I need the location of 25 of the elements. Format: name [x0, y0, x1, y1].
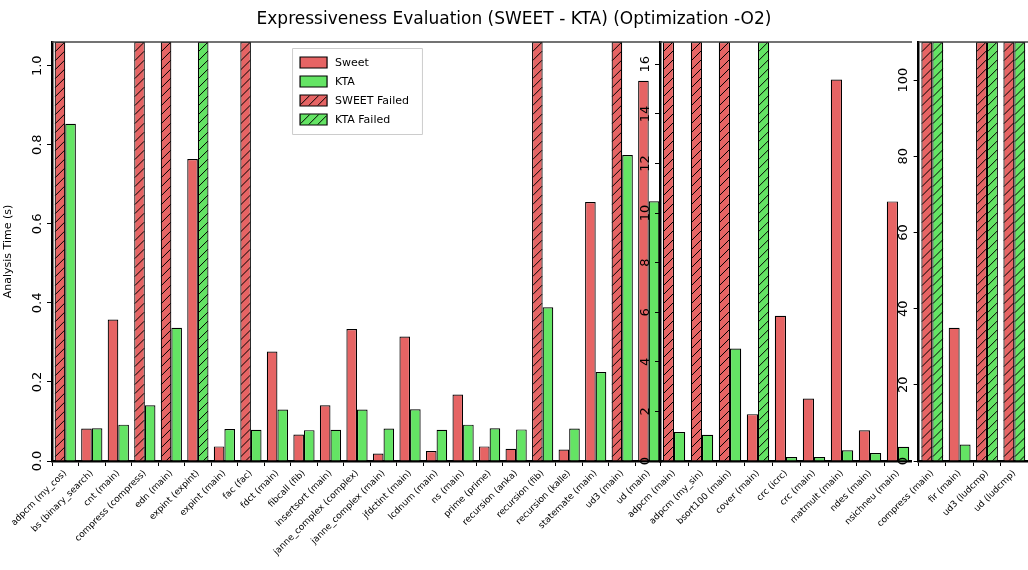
y-tick-label: 4	[636, 357, 652, 366]
y-tick-label: 8	[636, 258, 652, 267]
y-tick-label: 40	[895, 300, 911, 317]
y-tick-label: 0.4	[28, 292, 44, 314]
y-tick-label: 6	[636, 308, 652, 317]
legend-label: Sweet	[335, 55, 370, 69]
y-tick-label: 0.0	[28, 450, 44, 472]
y-tick-label: 0.2	[28, 371, 44, 393]
chart-title: Expressiveness Evaluation (SWEET - KTA) (Optimization -O2)	[255, 8, 773, 28]
y-tick-label: 16	[636, 56, 652, 73]
y-tick-label: 20	[895, 376, 911, 394]
y-tick-label: 80	[895, 148, 911, 165]
y-axis-title: Analysis Time (s)	[1, 204, 15, 299]
legend-label: KTA	[335, 74, 356, 88]
y-tick-label: 100	[895, 67, 911, 93]
legend-label: KTA Failed	[335, 112, 391, 126]
y-tick-label: 14	[636, 105, 652, 123]
y-tick-label: 2	[636, 407, 652, 416]
y-tick-label: 60	[895, 224, 911, 241]
y-tick-label: 1.0	[28, 55, 44, 77]
y-tick-label: 0.8	[28, 134, 44, 156]
legend-label: SWEET Failed	[335, 93, 409, 107]
y-tick-label: 0.6	[28, 213, 44, 235]
y-tick-label: 10	[636, 204, 652, 222]
y-tick-label: 12	[636, 155, 652, 172]
